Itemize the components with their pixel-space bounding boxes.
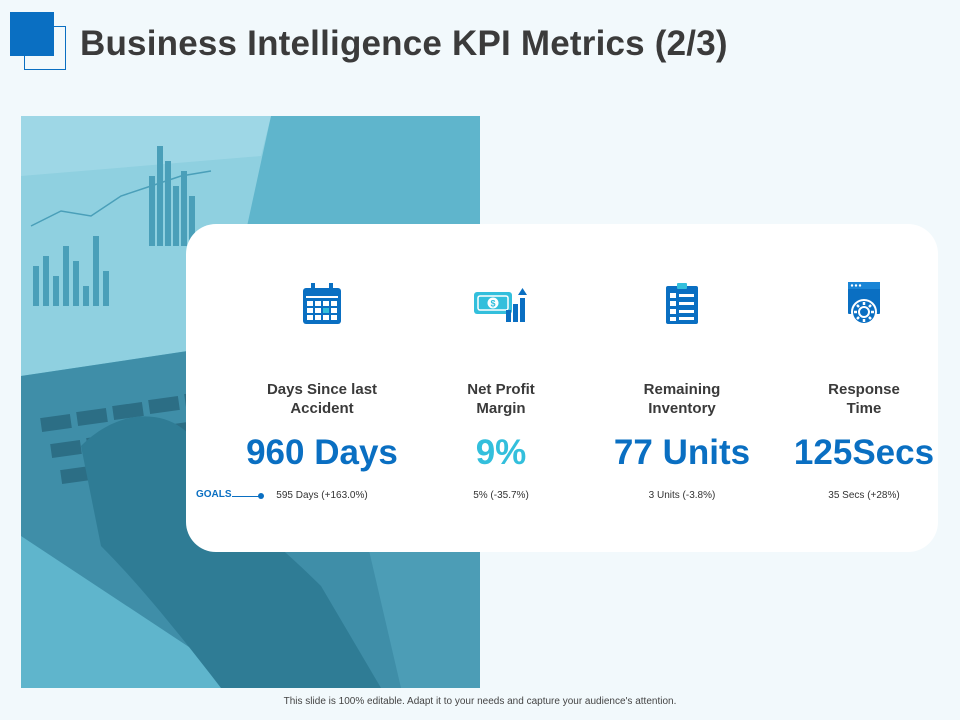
kpi-remaining-inventory: Remaining Inventory 77 Units 3 Units (-3… [592, 224, 772, 552]
kpi-label: Remaining Inventory [643, 381, 721, 417]
kpi-goal: 35 Secs (+28%) [828, 490, 900, 501]
kpi-net-profit-margin: $ Net Profit Margin 9% 5% (-35.7%) [411, 224, 591, 552]
kpi-label: Net Profit Margin [467, 381, 535, 417]
kpi-response-time: Response Time 125Secs 35 Secs (+28%) [774, 224, 954, 552]
goals-connector-dot [258, 493, 264, 499]
settings-window-icon [842, 280, 886, 328]
calendar-icon [300, 280, 344, 328]
kpi-value: 9% [475, 433, 527, 472]
kpi-value: 960 Days [246, 433, 398, 472]
kpi-goal: 5% (-35.7%) [473, 490, 529, 501]
svg-text:$: $ [490, 299, 495, 309]
footer-note: This slide is 100% editable. Adapt it to… [283, 696, 677, 707]
kpi-goal: 595 Days (+163.0%) [276, 490, 368, 501]
page-title: Business Intelligence KPI Metrics (2/3) [80, 24, 728, 63]
kpi-label: Response Time [828, 381, 900, 417]
checklist-icon [660, 280, 704, 328]
goals-connector-line [232, 496, 260, 497]
kpi-card: GOALS Days Since last Accident 960 Days [186, 224, 938, 552]
logo-square-outline [24, 26, 66, 70]
kpi-days-since-accident: Days Since last Accident 960 Days 595 Da… [232, 224, 412, 552]
kpi-goal: 3 Units (-3.8%) [648, 490, 716, 501]
logo-square-filled [10, 12, 54, 56]
kpi-label: Days Since last Accident [266, 381, 378, 417]
money-growth-icon: $ [473, 280, 529, 328]
goals-label: GOALS [196, 489, 232, 500]
kpi-value: 77 Units [613, 433, 751, 472]
kpi-value: 125Secs [793, 433, 935, 472]
